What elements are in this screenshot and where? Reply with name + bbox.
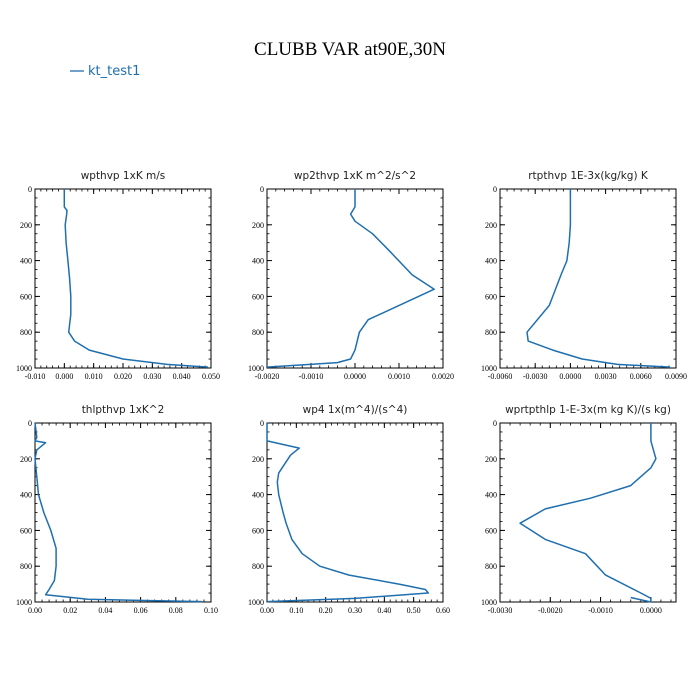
y-tick-label: 600 [20,526,32,535]
y-tick-label: 200 [485,221,497,230]
y-tick-label: 400 [252,257,264,266]
x-tick-label: 0.0000 [344,372,366,381]
x-tick-label: 0.0060 [630,372,652,381]
y-tick-label: 400 [20,491,32,500]
y-tick-label: 600 [485,292,497,301]
x-tick-label: -0.0020 [538,606,563,615]
x-tick-label: 0.10 [204,606,218,615]
y-tick-label: 1000 [481,598,497,607]
y-tick-label: 0 [493,185,497,194]
series-line-kt_test1 [526,189,671,368]
y-tick-label: 600 [20,292,32,301]
panel-title: wp2thvp 1xK m^2/s^2 [294,170,416,182]
y-tick-label: 800 [485,562,497,571]
x-tick-label: -0.0010 [299,372,324,381]
x-tick-label: 0.0020 [432,372,454,381]
panel-title: wprtpthlp 1-E-3x(m kg K)/(s kg) [505,404,671,416]
x-tick-label: -0.0010 [588,606,613,615]
x-tick-label: -0.0030 [488,606,513,615]
panel-title: wp4 1x(m^4)/(s^4) [303,404,408,416]
panel-2: rtpthvp 1E-3x(kg/kg) K -0.0060 -0.0030 0.00… [481,170,687,381]
y-tick-label: 1000 [16,364,32,373]
y-tick-label: 0 [260,185,264,194]
x-tick-label: 0.40 [377,606,391,615]
plot-frame [34,188,212,369]
x-tick-label: 0.60 [436,606,450,615]
x-tick-label: 0.20 [319,606,333,615]
y-tick-label: 800 [20,562,32,571]
y-tick-label: 400 [485,491,497,500]
x-tick-label: 0.02 [63,606,77,615]
y-tick-label: 800 [252,562,264,571]
y-tick-label: 0 [28,185,32,194]
plot-frame [34,422,212,603]
page-title: CLUBB VAR at90E,30N [254,39,446,60]
panel-title: wpthvp 1xK m/s [81,170,166,182]
y-tick-label: 1000 [248,364,264,373]
x-tick-label: 0.50 [407,606,421,615]
x-tick-label: 0.0000 [559,372,581,381]
x-tick-label: 0.30 [348,606,362,615]
x-tick-label: 0.00 [28,606,42,615]
y-tick-label: 0 [493,419,497,428]
y-tick-label: 800 [252,328,264,337]
y-tick-label: 200 [252,221,264,230]
x-tick-label: 0.0030 [595,372,617,381]
x-tick-label: 0.000 [55,372,73,381]
y-tick-label: 400 [20,257,32,266]
x-tick-label: 0.030 [143,372,161,381]
panel-4: wp4 1x(m^4)/(s^4) 0.00 0.10 0.20 0.30 0.40 0.5… [248,404,450,615]
y-tick-label: 800 [485,328,497,337]
x-tick-label: -0.0020 [255,372,280,381]
y-tick-label: 400 [252,491,264,500]
x-tick-label: 0.020 [114,372,132,381]
x-tick-label: -0.0030 [523,372,548,381]
y-tick-label: 600 [485,526,497,535]
y-tick-label: 200 [485,455,497,464]
y-tick-label: 200 [20,455,32,464]
series-line-kt_test1 [266,189,435,368]
y-tick-label: 1000 [481,364,497,373]
panel-1: wp2thvp 1xK m^2/s^2 -0.0020 -0.0010 0.0000 0… [248,170,454,381]
plot-frame [499,188,677,369]
panel-title: rtpthvp 1E-3x(kg/kg) K [528,170,649,182]
x-tick-label: 0.10 [289,606,303,615]
legend-label: kt_test1 [88,64,140,79]
y-tick-label: 1000 [16,598,32,607]
plot-frame [266,422,444,603]
y-tick-label: 1000 [248,598,264,607]
x-tick-label: 0.0090 [665,372,687,381]
plot-frame [499,422,677,603]
x-tick-label: -0.0060 [488,372,513,381]
x-tick-label: 0.0000 [640,606,662,615]
panel-0: wpthvp 1xK m/s -0.010 0.000 0.010 0.020 0.030… [16,170,220,381]
panel-title: thlpthvp 1xK^2 [82,404,165,416]
panels: wpthvp 1xK m/s-0.010 0.000 0.010 0.020 0.030… [16,170,687,615]
x-tick-label: -0.010 [25,372,46,381]
x-tick-label: 0.040 [173,372,191,381]
y-tick-label: 600 [252,526,264,535]
y-tick-label: 200 [252,455,264,464]
x-tick-label: 0.08 [169,606,183,615]
y-tick-label: 0 [260,419,264,428]
y-tick-label: 400 [485,257,497,266]
series-line-kt_test1 [266,423,430,603]
series-line-kt_test1 [519,423,657,603]
y-tick-label: 600 [252,292,264,301]
series-line-kt_test1 [63,189,209,368]
x-tick-label: 0.010 [85,372,103,381]
x-tick-label: 0.06 [134,606,148,615]
panel-3: thlpthvp 1xK^2 0.00 0.02 0.04 0.06 0.08 0.10 0 2… [16,404,218,615]
series-line-kt_test1 [34,422,203,603]
x-tick-label: 0.04 [98,606,112,615]
y-tick-label: 0 [28,419,32,428]
y-tick-label: 800 [20,328,32,337]
x-tick-label: 0.0010 [388,372,410,381]
x-tick-label: 0.050 [202,372,220,381]
panel-5: wprtpthlp 1-E-3x(m kg K)/(s kg) -0.0030 -0… [481,404,677,615]
y-tick-label: 200 [20,221,32,230]
x-tick-label: 0.00 [260,606,274,615]
